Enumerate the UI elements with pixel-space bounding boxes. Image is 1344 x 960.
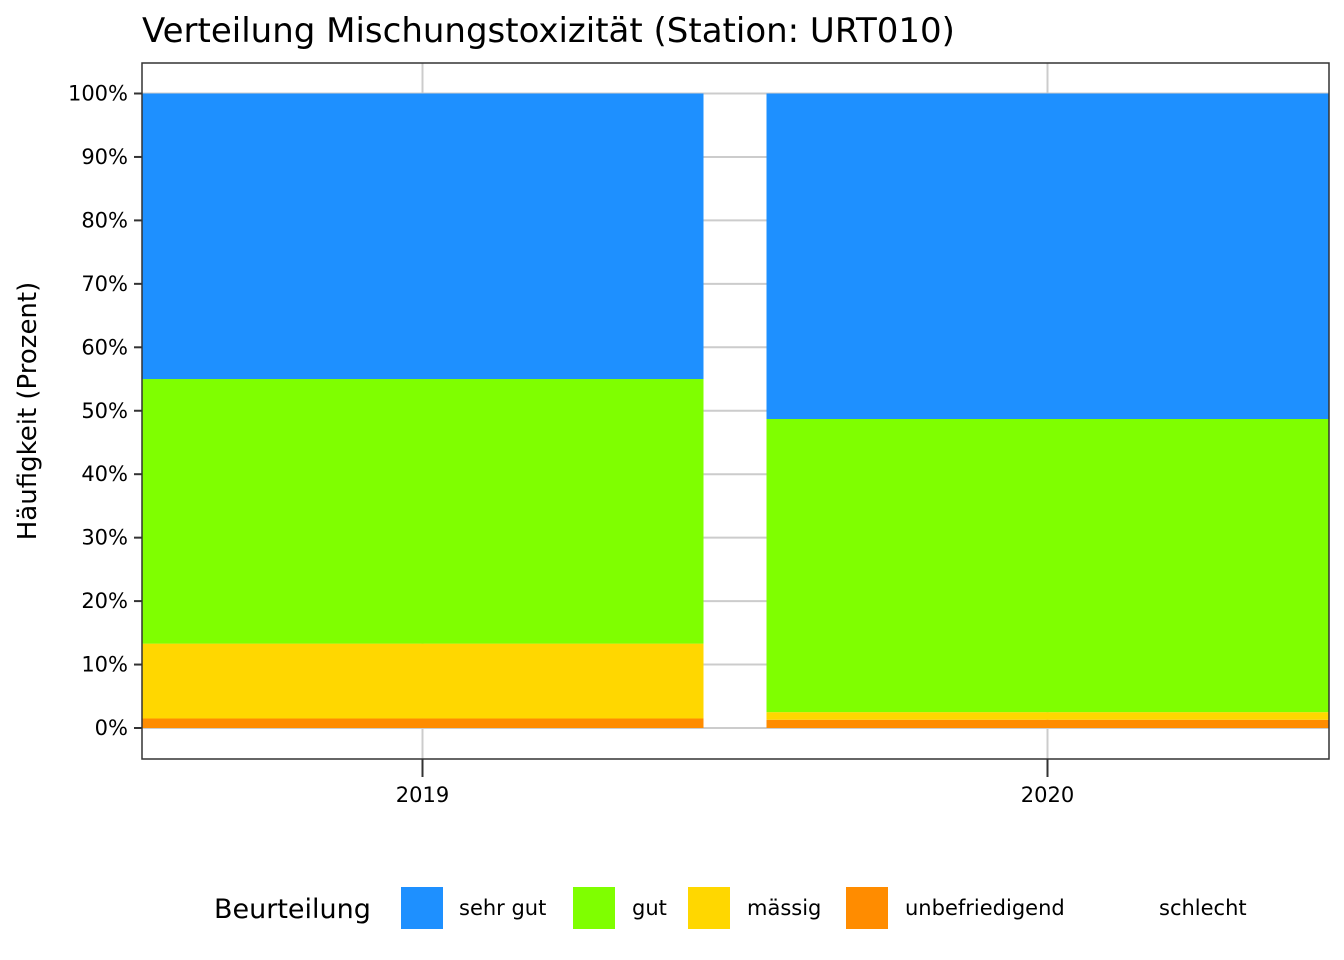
y-tick-label: 60% <box>81 335 128 359</box>
bar-segment-2020-gut <box>766 418 1329 713</box>
bar-segment-2020-sehr-gut <box>766 93 1329 419</box>
bar-segment-2019-gut <box>141 379 704 644</box>
legend-swatch-mässig <box>688 887 730 929</box>
x-tick-label: 2019 <box>396 783 449 807</box>
y-tick-label: 100% <box>68 82 128 106</box>
y-tick-label: 0% <box>95 716 128 740</box>
y-tick-label: 10% <box>81 653 128 677</box>
y-tick-label: 50% <box>81 399 128 423</box>
legend-label-sehr-gut: sehr gut <box>459 896 546 920</box>
x-axis: 2019 2020 <box>396 759 1074 807</box>
bars <box>141 93 1329 728</box>
legend-label-mässig: mässig <box>747 896 821 920</box>
legend-label-schlecht: schlecht <box>1159 896 1247 920</box>
y-axis-title: Häufigkeit (Prozent) <box>13 282 43 541</box>
y-tick-label: 90% <box>81 145 128 169</box>
legend-swatch-unbefriedigend <box>846 887 888 929</box>
legend-label-unbefriedigend: unbefriedigend <box>905 896 1065 920</box>
y-tick-label: 30% <box>81 526 128 550</box>
x-tick-label: 2020 <box>1021 783 1074 807</box>
bar-segment-2020-unbefriedigend <box>766 719 1329 728</box>
bar-segment-2020-mässig <box>766 712 1329 720</box>
legend-swatch-sehr-gut <box>401 887 443 929</box>
bar-segment-2019-mässig <box>141 643 704 719</box>
legend-label-gut: gut <box>632 896 667 920</box>
y-axis: 0% 10% 20% 30% 40% 50% 60% 70% 80% 90% 100% <box>68 82 142 740</box>
legend-title: Beurteilung <box>214 894 371 925</box>
legend-swatch-gut <box>573 887 615 929</box>
y-tick-label: 40% <box>81 462 128 486</box>
y-tick-label: 70% <box>81 272 128 296</box>
y-tick-label: 20% <box>81 589 128 613</box>
chart-title: Verteilung Mischungstoxizität (Station: … <box>142 11 955 51</box>
legend: Beurteilung sehr gut gut mässig unbefriedig… <box>214 887 1247 929</box>
y-tick-label: 80% <box>81 208 128 232</box>
bar-segment-2019-sehr-gut <box>141 93 704 380</box>
bar-segment-2019-unbefriedigend <box>141 718 704 728</box>
